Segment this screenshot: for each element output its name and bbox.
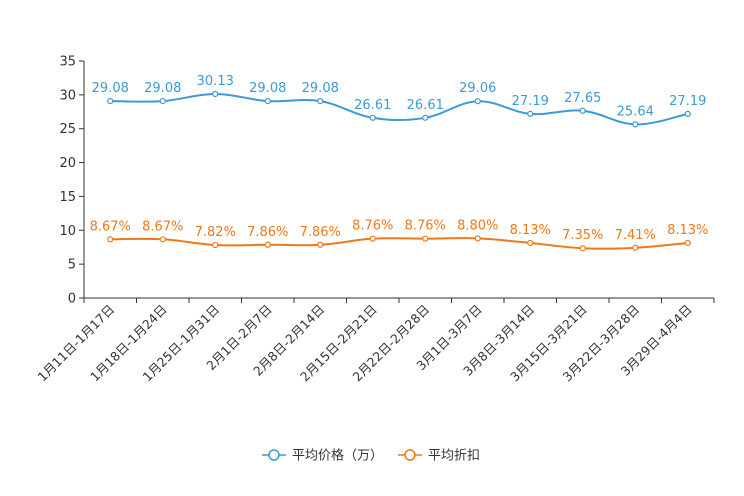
- data-point: [684, 110, 691, 117]
- data-point: [212, 90, 219, 98]
- data-point: [579, 107, 586, 114]
- series-line: [110, 92, 688, 126]
- data-label: 26.61: [407, 98, 444, 113]
- data-point: [632, 121, 639, 128]
- data-point: [527, 110, 534, 117]
- data-label: 8.76%: [352, 219, 393, 234]
- data-label: 7.82%: [195, 225, 236, 240]
- data-label: 8.80%: [457, 218, 498, 233]
- data-label: 8.67%: [90, 219, 131, 234]
- y-tick-label: 5: [68, 258, 76, 273]
- data-label: 27.19: [669, 94, 706, 109]
- data-label: 29.06: [459, 81, 496, 96]
- y-tick-label: 0: [68, 292, 76, 307]
- data-label: 30.13: [197, 74, 234, 89]
- data-point: [527, 239, 534, 247]
- y-tick-label: 20: [59, 156, 76, 171]
- series-line: [110, 237, 688, 250]
- y-tick-label: 35: [59, 55, 76, 70]
- data-label: 29.08: [92, 81, 129, 96]
- data-label: 7.86%: [300, 225, 341, 240]
- data-point: [369, 235, 376, 242]
- data-label: 8.76%: [405, 219, 446, 234]
- data-label: 29.08: [249, 81, 286, 96]
- legend-item-2[interactable]: 平均折扣: [398, 449, 480, 464]
- y-tick-label: 30: [59, 88, 76, 103]
- legend-marker-icon: [404, 449, 416, 461]
- data-label: 27.65: [564, 91, 601, 106]
- data-point: [159, 236, 166, 243]
- data-point: [264, 97, 271, 105]
- data-label: 8.67%: [142, 219, 183, 234]
- legend-item-1[interactable]: 平均价格（万）: [262, 448, 383, 464]
- data-label: 29.08: [302, 81, 339, 96]
- data-point: [107, 236, 114, 243]
- data-label: 8.13%: [667, 223, 708, 238]
- data-point: [474, 98, 481, 105]
- data-label: 8.13%: [510, 223, 551, 238]
- data-label: 7.86%: [247, 225, 288, 240]
- chart-legend[interactable]: 平均价格（万） 平均折扣: [262, 448, 480, 464]
- y-tick-label: 10: [59, 224, 76, 239]
- data-point: [369, 114, 376, 121]
- data-label: 25.64: [617, 104, 654, 119]
- chart-series: 29.08 29.08 30.13 29.08 29.08 26.61 26.61 29.06…: [90, 74, 708, 252]
- series-1: 29.08 29.08 30.13 29.08 29.08 26.61 26.61 29.06…: [92, 74, 706, 128]
- series-2: 8.67% 8.67% 7.82% 7.86% 7.86% 8.76% 8.76% 8.80%…: [90, 218, 708, 252]
- data-point: [579, 245, 586, 252]
- data-point: [317, 97, 324, 105]
- data-point: [212, 241, 219, 249]
- data-point: [422, 235, 429, 242]
- legend-label: 平均价格（万）: [292, 448, 383, 464]
- data-label: 26.61: [354, 98, 391, 113]
- data-point: [632, 244, 639, 251]
- legend-marker-icon: [268, 449, 280, 461]
- y-tick-label: 15: [59, 190, 76, 205]
- data-label: 29.08: [144, 81, 181, 96]
- data-label: 27.19: [512, 94, 549, 109]
- data-label: 7.41%: [615, 228, 656, 243]
- data-point: [107, 97, 114, 105]
- y-tick-label: 25: [59, 122, 76, 137]
- data-point: [317, 241, 324, 248]
- data-point: [684, 239, 691, 247]
- data-point: [159, 97, 166, 105]
- data-point: [474, 235, 481, 242]
- legend-label: 平均折扣: [428, 449, 480, 464]
- data-label: 7.35%: [562, 228, 603, 243]
- data-point: [422, 114, 429, 121]
- data-point: [264, 241, 271, 248]
